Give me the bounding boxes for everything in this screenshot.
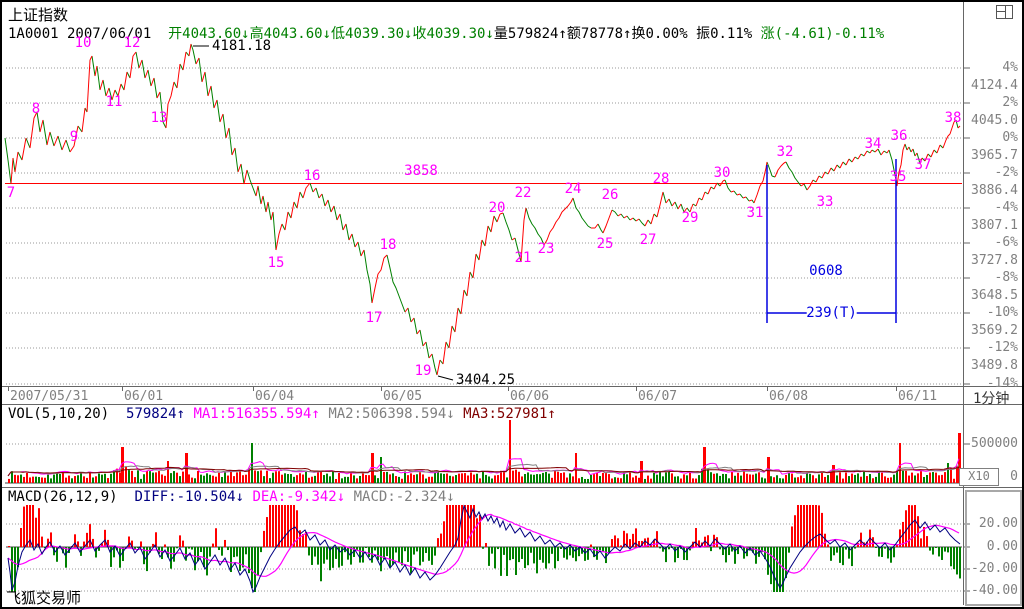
- volume-indicator-bar: VOL(5,10,20) 579824↑ MA1:516355.594↑ MA2…: [8, 406, 556, 422]
- date-volume-separator: [2, 404, 1022, 405]
- period-day-icon[interactable]: [996, 5, 1013, 19]
- macd-indicator-field: MACD(26,12,9): [8, 489, 135, 505]
- quote-field: 量579824↑: [493, 26, 567, 42]
- app-brand: 飞狐交易师: [6, 589, 82, 607]
- quote-field: 换0.00%: [631, 26, 697, 42]
- period-day-icon-bar: [997, 11, 1005, 12]
- quote-field: 振0.11%: [696, 26, 761, 42]
- quote-field: 低4039.30↓: [331, 26, 413, 42]
- volume-indicator-field: 579824↑: [126, 406, 194, 422]
- quote-field: 1A0001 2007/06/01: [8, 26, 169, 42]
- volume-indicator-field: VOL(5,10,20): [8, 406, 127, 422]
- chart-date-separator: [2, 386, 1022, 387]
- volume-indicator-field: MA2:506398.594↓: [328, 406, 464, 422]
- macd-indicator-field: DIFF:-10.504↓: [134, 489, 253, 505]
- quote-field: 涨(-4.61)-0.11%: [760, 26, 885, 42]
- volume-scale-badge: X10: [959, 468, 999, 486]
- quote-field: 收4039.30↓: [412, 26, 494, 42]
- macd-axis-panel: [965, 490, 1022, 606]
- period-day-icon-divider: [1005, 6, 1006, 18]
- axis-separator: [963, 2, 964, 605]
- volume-indicator-field: MA3:527981↑: [463, 406, 556, 422]
- quote-info-bar: 1A0001 2007/06/01 开4043.60↓高4043.60↓低403…: [8, 23, 884, 43]
- volume-macd-separator: [2, 487, 1022, 488]
- macd-pane: [6, 504, 970, 594]
- main-price-pane: [4, 43, 970, 385]
- macd-dea-line: [7, 513, 960, 577]
- price-line-down: [4, 43, 959, 376]
- macd-indicator-field: DEA:-9.342↓: [252, 489, 354, 505]
- page-title: 上证指数: [8, 6, 69, 24]
- quote-field: 高4043.60↓: [249, 26, 332, 42]
- volume-indicator-field: MA1:516355.594↑: [193, 406, 329, 422]
- period-indicator: 1分钟: [973, 391, 1010, 407]
- macd-indicator-bar: MACD(26,12,9) DIFF:-10.504↓ DEA:-9.342↓ …: [8, 489, 455, 505]
- quote-field: 开4043.60↓: [168, 26, 250, 42]
- volume-pane: [5, 420, 970, 484]
- macd-indicator-field: MACD:-2.324↓: [353, 489, 455, 505]
- macd-diff-line: [7, 504, 961, 594]
- volume-ma-line: [7, 466, 960, 477]
- quote-field: 额78778↑: [566, 26, 632, 42]
- price-line-up: [10, 43, 961, 376]
